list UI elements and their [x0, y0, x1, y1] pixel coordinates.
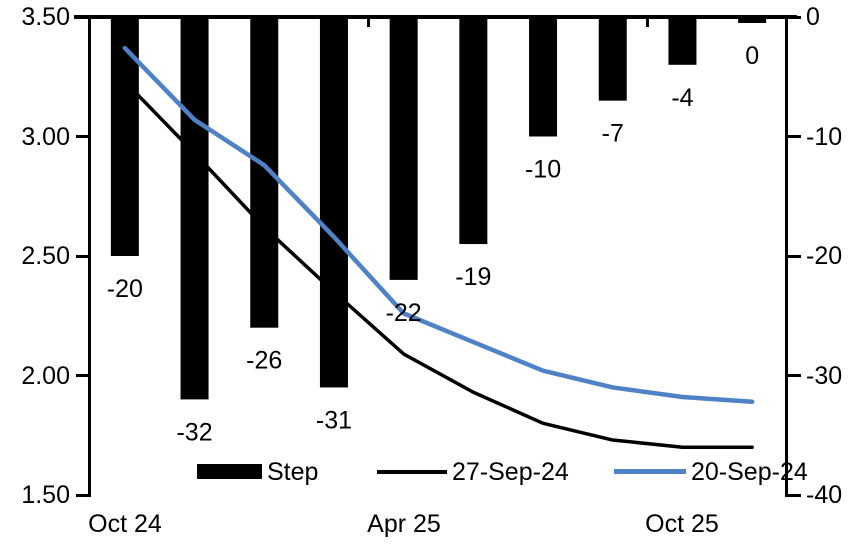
top-axis-line [74, 15, 797, 19]
bar-value-label: -26 [246, 347, 282, 375]
left-axis-tick [76, 16, 88, 19]
bar-value-label: -10 [525, 156, 561, 184]
line-27-sep-24 [123, 79, 754, 449]
right-axis-line [785, 15, 788, 497]
legend-label-27-sep-24: 27-Sep-24 [452, 458, 569, 486]
right-axis-tick-label: 0 [806, 3, 820, 31]
right-axis-tick [788, 135, 801, 138]
bar-step [389, 15, 418, 280]
x-axis-label: Apr 25 [367, 510, 441, 538]
bar-value-label: -32 [176, 418, 212, 446]
right-axis-tick-label: -30 [806, 362, 843, 390]
bar-step [250, 15, 279, 328]
category-axis-tick [646, 17, 650, 27]
right-axis-tick-label: -10 [806, 123, 843, 151]
left-axis-tick [76, 135, 88, 138]
left-axis-tick-label: 1.50 [21, 481, 70, 509]
right-axis-tick-label: -40 [806, 481, 843, 509]
left-axis-line [88, 15, 91, 497]
right-axis-tick [788, 255, 801, 258]
x-axis-label: Oct 24 [88, 510, 162, 538]
bar-step [459, 15, 488, 245]
bar-value-label: 0 [745, 42, 759, 70]
left-axis-tick [76, 374, 88, 377]
left-axis-tick-label: 3.00 [21, 123, 70, 151]
bar-value-label: -31 [316, 406, 352, 434]
x-axis-label: Oct 25 [645, 510, 719, 538]
category-axis-tick [367, 17, 371, 27]
right-axis-tick-label: -20 [806, 242, 843, 270]
legend-label-step: Step [267, 458, 319, 486]
legend-swatch-20-sep-24 [614, 469, 686, 474]
bar-step [598, 15, 627, 101]
bar-value-label: -7 [602, 120, 624, 148]
bar-value-label: -20 [107, 275, 143, 303]
bar-step [738, 15, 767, 23]
bar-step [319, 15, 348, 388]
left-axis-tick-label: 2.00 [21, 362, 70, 390]
bar-step [180, 15, 209, 400]
legend-label-20-sep-24: 20-Sep-24 [691, 458, 808, 486]
right-axis-tick [788, 494, 801, 497]
bar-step [529, 15, 558, 137]
bar-step [668, 15, 697, 65]
legend-swatch-step [197, 464, 262, 479]
bar-value-label: -4 [671, 84, 693, 112]
left-axis-tick [76, 494, 88, 497]
left-axis-tick [76, 255, 88, 258]
left-axis-tick-label: 2.50 [21, 242, 70, 270]
right-axis-tick [788, 374, 801, 377]
right-axis-tick [788, 16, 801, 19]
bar-value-label: -19 [455, 263, 491, 291]
bar-value-label: -22 [386, 299, 422, 327]
left-axis-tick-label: 3.50 [21, 3, 70, 31]
line-20-sep-24 [122, 45, 755, 405]
legend-swatch-27-sep-24 [377, 470, 447, 474]
